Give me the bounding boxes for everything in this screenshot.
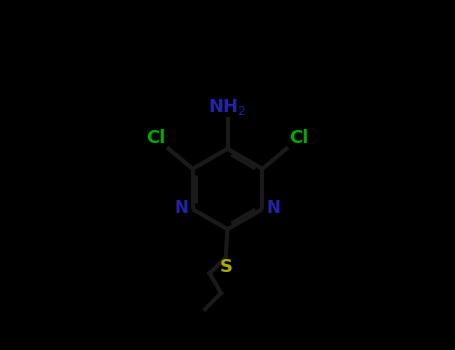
Text: N: N (267, 199, 280, 217)
Text: N: N (175, 199, 188, 217)
Text: Cl: Cl (289, 129, 308, 147)
Text: Cl: Cl (147, 129, 166, 147)
Text: S: S (220, 258, 233, 276)
Text: NH$_2$: NH$_2$ (208, 97, 247, 117)
